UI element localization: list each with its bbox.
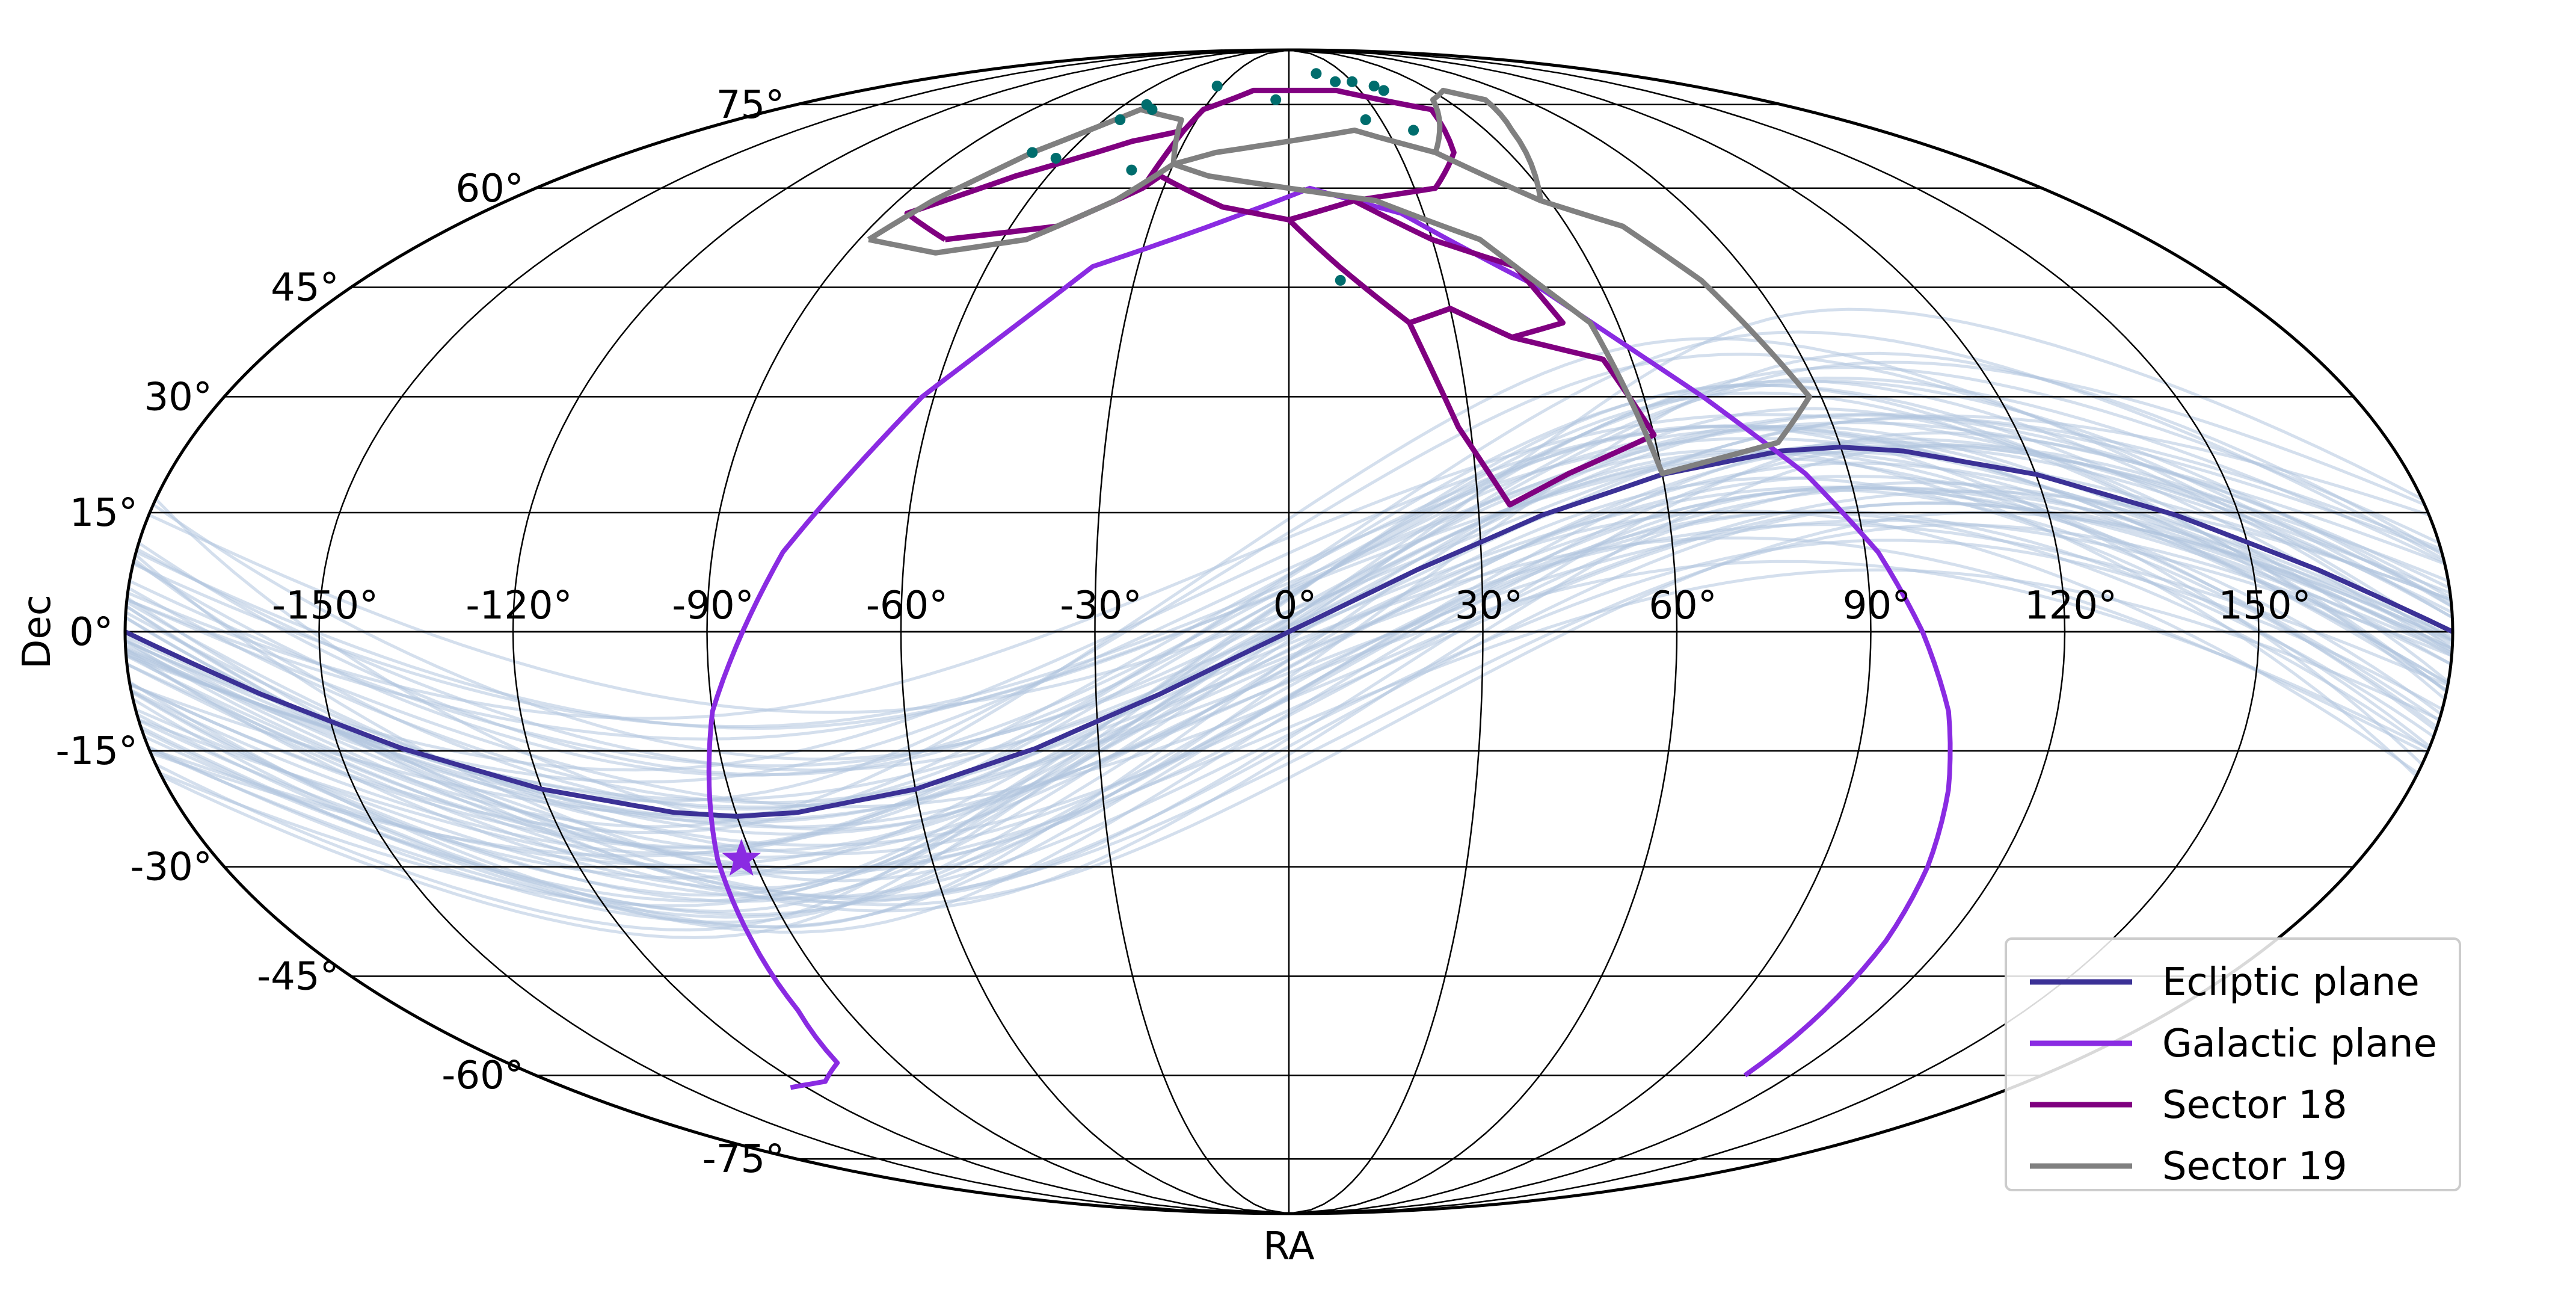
series-layer bbox=[125, 87, 2453, 1090]
dec-tick-label: -45° bbox=[257, 955, 339, 999]
scatter-point bbox=[1330, 76, 1341, 87]
scatter-point bbox=[1368, 81, 1380, 91]
sector-19-footprint bbox=[1172, 128, 1812, 477]
dec-tick-label: -15° bbox=[55, 729, 138, 774]
dec-tick-label: 75° bbox=[716, 83, 784, 128]
legend-label: Ecliptic plane bbox=[2162, 960, 2420, 1005]
legend-box bbox=[2005, 937, 2461, 1191]
scatter-point bbox=[1408, 125, 1419, 136]
scatter-point bbox=[1360, 114, 1371, 125]
ra-tick-label: 90° bbox=[1843, 584, 1911, 628]
dec-tick-label-zero: 0° bbox=[69, 610, 113, 655]
ra-tick-label: 30° bbox=[1455, 584, 1523, 628]
scatter-point bbox=[1027, 147, 1038, 158]
ra-tick-label: -120° bbox=[466, 584, 572, 628]
sector-18-footprint bbox=[904, 128, 1187, 242]
dec-tick-label: 45° bbox=[271, 266, 339, 310]
sector-19-footprint bbox=[1430, 87, 1544, 202]
scatter-point bbox=[1050, 153, 1062, 164]
dec-tick-label: -75° bbox=[702, 1137, 785, 1182]
ra-tick-label: -90° bbox=[672, 584, 754, 628]
sector-18-footprint bbox=[1407, 306, 1657, 508]
scatter-point bbox=[1211, 81, 1223, 91]
y-axis-label: Dec bbox=[15, 594, 60, 669]
scatter-point bbox=[1126, 164, 1137, 176]
scatter-point bbox=[1146, 104, 1158, 115]
scatter-point bbox=[1311, 68, 1322, 79]
scatter-points bbox=[1027, 68, 1419, 286]
sector-18-footprint bbox=[1286, 198, 1566, 341]
scatter-point bbox=[1378, 85, 1389, 96]
x-axis-label: RA bbox=[1263, 1224, 1315, 1269]
ra-tick-label: 60° bbox=[1649, 584, 1717, 628]
scatter-point bbox=[1335, 274, 1346, 286]
ra-tick-label: -60° bbox=[866, 584, 948, 628]
dec-tick-label: 0° bbox=[69, 610, 113, 655]
scatter-point bbox=[1347, 76, 1358, 87]
sector-18-footprint bbox=[1140, 87, 1457, 223]
dec-tick-label: 30° bbox=[144, 375, 212, 419]
series-galactic-plane bbox=[706, 185, 1953, 1090]
star-marker bbox=[722, 839, 761, 876]
ra-tick-label: 150° bbox=[2218, 584, 2311, 628]
scatter-point bbox=[1114, 114, 1126, 125]
tick-labels: -150° -120° -90° -60° -30° 0° 30° 60° 90° 120° 150… bbox=[55, 83, 2311, 1182]
legend: Ecliptic plane Galactic plane Sector 18 Sec… bbox=[2005, 937, 2461, 1191]
dec-tick-label: 15° bbox=[70, 491, 138, 535]
ra-tick-label: 0° bbox=[1273, 584, 1317, 628]
dec-tick-label: -60° bbox=[441, 1054, 524, 1098]
map-boundary bbox=[123, 48, 2455, 1215]
legend-label: Galactic plane bbox=[2162, 1022, 2437, 1066]
legend-label: Sector 18 bbox=[2162, 1083, 2347, 1128]
ra-tick-label: -150° bbox=[272, 584, 378, 628]
dec-tick-label: 60° bbox=[455, 167, 523, 211]
sector-19-footprint bbox=[867, 106, 1184, 256]
ra-tick-label: -30° bbox=[1060, 584, 1142, 628]
scatter-point bbox=[1270, 94, 1282, 105]
series-ecliptic-plane bbox=[125, 445, 2453, 819]
legend-label: Sector 19 bbox=[2162, 1144, 2347, 1189]
ra-tick-label: 120° bbox=[2024, 584, 2117, 628]
dec-tick-label: -30° bbox=[130, 845, 212, 890]
